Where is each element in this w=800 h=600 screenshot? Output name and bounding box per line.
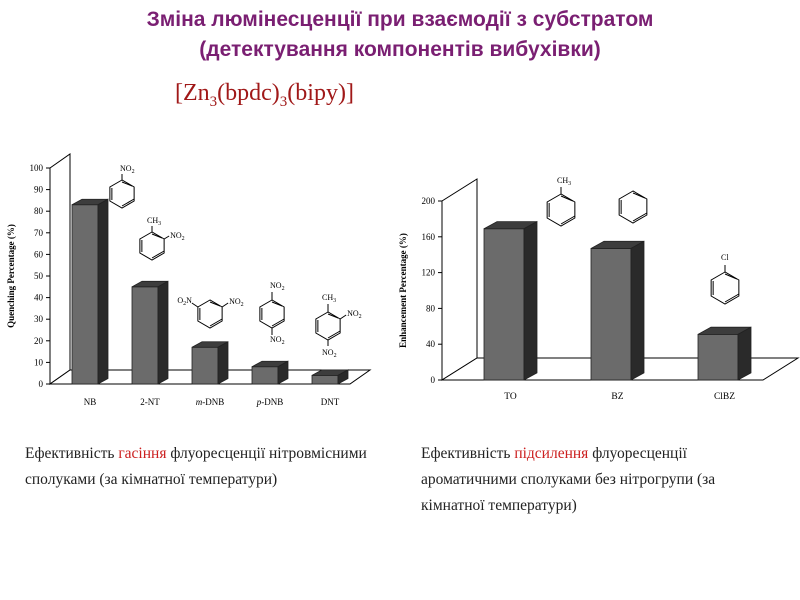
y-tick-label: 20 — [34, 336, 44, 346]
bar-front — [590, 248, 632, 381]
double-bond — [271, 301, 283, 307]
benzene-ring-icon — [546, 193, 576, 227]
double-bond — [327, 313, 339, 319]
y-tick-label: 0 — [431, 375, 436, 385]
substituent-label: Cl — [721, 253, 729, 262]
substituent-label: O2N — [177, 296, 192, 307]
y-tick-label: 10 — [34, 357, 44, 367]
double-bond — [151, 233, 163, 239]
formula-part: (bipy)] — [287, 80, 354, 106]
category-label: p-DNB — [256, 397, 284, 407]
enhancement-chart: 0 40 80 120 160 200 Enhancement Percentage (%)… — [398, 176, 800, 402]
bond — [191, 302, 199, 308]
substituent-label: CH3 — [557, 176, 571, 187]
double-bond — [724, 273, 738, 280]
substituent-label: NO2 — [170, 231, 185, 242]
y-tick-label: 40 — [34, 293, 44, 303]
y-tick-label: 60 — [34, 249, 44, 259]
double-bond — [632, 192, 646, 199]
y-tick-label: 40 — [426, 339, 436, 349]
y-tick-label: 80 — [34, 206, 44, 216]
category-label: ClBZ — [714, 392, 735, 402]
y-tick-label: 80 — [426, 303, 436, 313]
category-label: 2-NT — [140, 397, 160, 407]
caption-text: флуоресценції ароматичними сполуками без… — [421, 445, 716, 514]
slide-title-line1: Зміна люмінесценції при взаємодії з субс… — [146, 8, 654, 31]
benzene-ring-icon — [710, 271, 740, 305]
formula-subscript: 3 — [209, 93, 218, 110]
compound-formula: [Zn3(bpdc)3(bipy)] — [175, 80, 354, 111]
benzene-ring-icon — [109, 179, 135, 209]
y-tick-label: 30 — [34, 314, 44, 324]
substituent-label: NO2 — [120, 164, 135, 175]
category-label: BZ — [611, 392, 623, 402]
y-axis-label: Enhancement Percentage (%) — [398, 233, 408, 348]
category-label: NB — [84, 397, 97, 407]
caption-highlight: гасіння — [118, 445, 167, 462]
bond — [339, 314, 347, 320]
double-bond — [327, 330, 341, 339]
substituent-label: NO2 — [270, 335, 285, 346]
double-bond — [724, 293, 740, 303]
substituent-label: NO2 — [322, 348, 337, 359]
bar-side — [737, 326, 752, 381]
slide-title-line2: (детектування компонентів вибухівки) — [199, 38, 601, 61]
category-label: DNT — [321, 397, 340, 407]
caption-text: Ефективність — [25, 445, 119, 462]
double-bond — [209, 301, 221, 307]
bar-side — [97, 198, 109, 385]
caption-text: флуоресценції нітровмісними сполуками (з… — [25, 445, 367, 488]
formula-part: [Zn — [175, 80, 210, 106]
bar-side — [630, 240, 645, 381]
y-tick-label: 0 — [39, 379, 44, 389]
y-tick-label: 90 — [34, 185, 44, 195]
substituent-label: NO2 — [270, 281, 285, 292]
caption-text: Ефективність — [421, 445, 515, 462]
double-bond — [560, 215, 576, 225]
double-bond — [632, 212, 648, 222]
caption-highlight: підсилення — [514, 445, 589, 462]
bar-side — [523, 220, 538, 381]
bar-front — [483, 228, 525, 381]
double-bond — [209, 318, 223, 327]
bar-side — [277, 360, 289, 385]
bond — [221, 302, 229, 308]
benzene-ring-icon — [618, 190, 648, 224]
bond — [163, 235, 170, 240]
y-tick-label: 200 — [422, 196, 436, 206]
y-tick-label: 100 — [30, 163, 44, 173]
bar-front — [71, 204, 99, 385]
y-tick-label: 70 — [34, 228, 44, 238]
double-bond — [121, 181, 133, 187]
y-tick-label: 120 — [422, 268, 436, 278]
y-axis-label: Quenching Percentage (%) — [6, 224, 16, 328]
y-tick-label: 50 — [34, 271, 44, 281]
double-bond — [121, 198, 135, 207]
side-wall — [441, 178, 478, 381]
substituent-label: NO2 — [347, 309, 362, 320]
formula-part: (bpdc) — [217, 80, 280, 106]
quenching-chart: 0 10 20 30 40 50 60 70 80 90 100 Quenching Percenta… — [6, 153, 372, 407]
double-bond — [271, 318, 285, 327]
bar-front — [697, 333, 739, 381]
bar-side — [157, 280, 169, 385]
caption-enhancement: Ефективність підсилення флуоресценції ар… — [421, 441, 781, 519]
y-tick-label: 160 — [422, 232, 436, 242]
double-bond — [151, 250, 165, 259]
caption-quenching: Ефективність гасіння флуоресценції нітро… — [25, 441, 385, 493]
double-bond — [560, 195, 574, 202]
bar-front — [191, 346, 219, 385]
category-label: m-DNB — [196, 397, 225, 407]
substituent-label: CH3 — [322, 293, 336, 304]
bar-side — [217, 341, 229, 385]
category-label: TO — [504, 392, 517, 402]
bar-side — [337, 369, 349, 385]
substituent-label: CH3 — [147, 216, 161, 227]
substituent-label: NO2 — [229, 297, 244, 308]
formula-subscript: 3 — [279, 93, 288, 110]
